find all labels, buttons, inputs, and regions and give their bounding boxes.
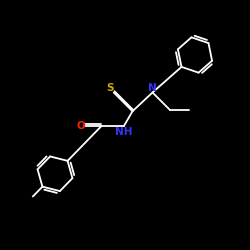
Text: S: S [106,83,114,93]
Text: O: O [76,121,85,131]
Text: N: N [148,83,157,93]
Text: NH: NH [115,127,132,137]
